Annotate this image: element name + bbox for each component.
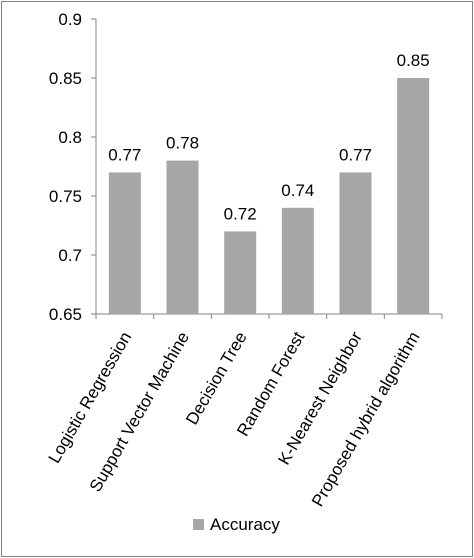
y-tick-label: 0.65 bbox=[49, 305, 82, 324]
legend-label: Accuracy bbox=[210, 515, 280, 534]
data-label: 0.77 bbox=[339, 145, 372, 164]
bar bbox=[224, 231, 257, 314]
data-label: 0.78 bbox=[166, 134, 199, 153]
bar bbox=[339, 172, 372, 314]
data-label: 0.72 bbox=[224, 204, 257, 223]
data-label: 0.77 bbox=[108, 145, 141, 164]
bar bbox=[397, 78, 430, 314]
y-tick-label: 0.75 bbox=[49, 187, 82, 206]
category-label: Proposed hybrid algorithm bbox=[308, 329, 424, 510]
data-label: 0.74 bbox=[281, 181, 314, 200]
category-label: Decision Tree bbox=[182, 329, 250, 429]
y-tick-label: 0.85 bbox=[49, 69, 82, 88]
y-tick-label: 0.9 bbox=[58, 10, 82, 29]
bar bbox=[108, 172, 141, 314]
legend-swatch bbox=[193, 519, 204, 530]
bar bbox=[281, 207, 314, 314]
category-label: Support Vector Machine bbox=[86, 329, 193, 496]
y-tick-label: 0.8 bbox=[58, 128, 82, 147]
data-label: 0.85 bbox=[397, 51, 430, 70]
y-tick-label: 0.7 bbox=[58, 246, 82, 265]
bar bbox=[166, 160, 199, 314]
